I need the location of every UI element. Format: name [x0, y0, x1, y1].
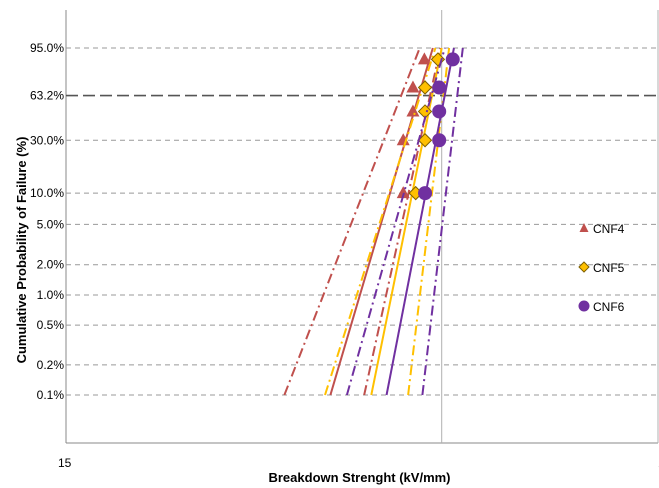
- y-axis-label: Cumulative Probability of Failure (%): [14, 136, 29, 364]
- y-tick-label: 5.0%: [37, 217, 65, 231]
- y-tick-label: 1.0%: [37, 288, 65, 302]
- series-CNF6-point: [432, 80, 447, 95]
- series-CNF4-fit-line: [329, 47, 434, 396]
- series-CNF4-point: [406, 80, 420, 93]
- y-tick-label: 0.2%: [37, 358, 65, 372]
- y-tick-label: 2.0%: [37, 258, 65, 272]
- series-CNF5-ci-upper-line: [407, 47, 451, 396]
- legend-marker-CNF6: [578, 300, 590, 312]
- series-CNF4-point: [396, 133, 410, 146]
- legend-label-CNF6: CNF6: [593, 300, 625, 314]
- y-tick-label: 30.0%: [30, 133, 64, 147]
- series-CNF4-ci-lower-line: [283, 47, 421, 396]
- x-tick-label: 15: [58, 456, 72, 470]
- series-CNF4-point: [406, 104, 420, 117]
- y-tick-label: 10.0%: [30, 186, 64, 200]
- y-tick-label: 0.1%: [37, 388, 65, 402]
- y-tick-label: 0.5%: [37, 318, 65, 332]
- series-CNF5-ci-lower-line: [324, 47, 437, 396]
- legend-marker-CNF5: [578, 261, 590, 273]
- legend-label-CNF5: CNF5: [593, 261, 625, 275]
- series-CNF4-point: [396, 186, 410, 199]
- series-CNF6-point: [432, 133, 447, 148]
- series-CNF5-point: [417, 80, 433, 95]
- y-tick-label: 63.2%: [30, 89, 64, 103]
- series-CNF4-point: [417, 52, 431, 65]
- series-CNF6-ci-upper-line: [421, 47, 464, 396]
- legend-label-CNF4: CNF4: [593, 222, 625, 236]
- x-tick-label: 100: [658, 456, 659, 470]
- series-CNF5-point: [417, 133, 433, 148]
- x-axis-label: Breakdown Strenght (kV/mm): [268, 470, 451, 485]
- series-CNF6-point: [432, 104, 447, 119]
- legend-marker-CNF4: [579, 223, 589, 232]
- series-CNF6-point: [418, 186, 433, 201]
- series-CNF5-fit-line: [370, 47, 443, 396]
- y-tick-label: 95.0%: [30, 41, 64, 55]
- series-CNF6-ci-lower-line: [345, 47, 446, 396]
- series-CNF6-point: [445, 52, 460, 67]
